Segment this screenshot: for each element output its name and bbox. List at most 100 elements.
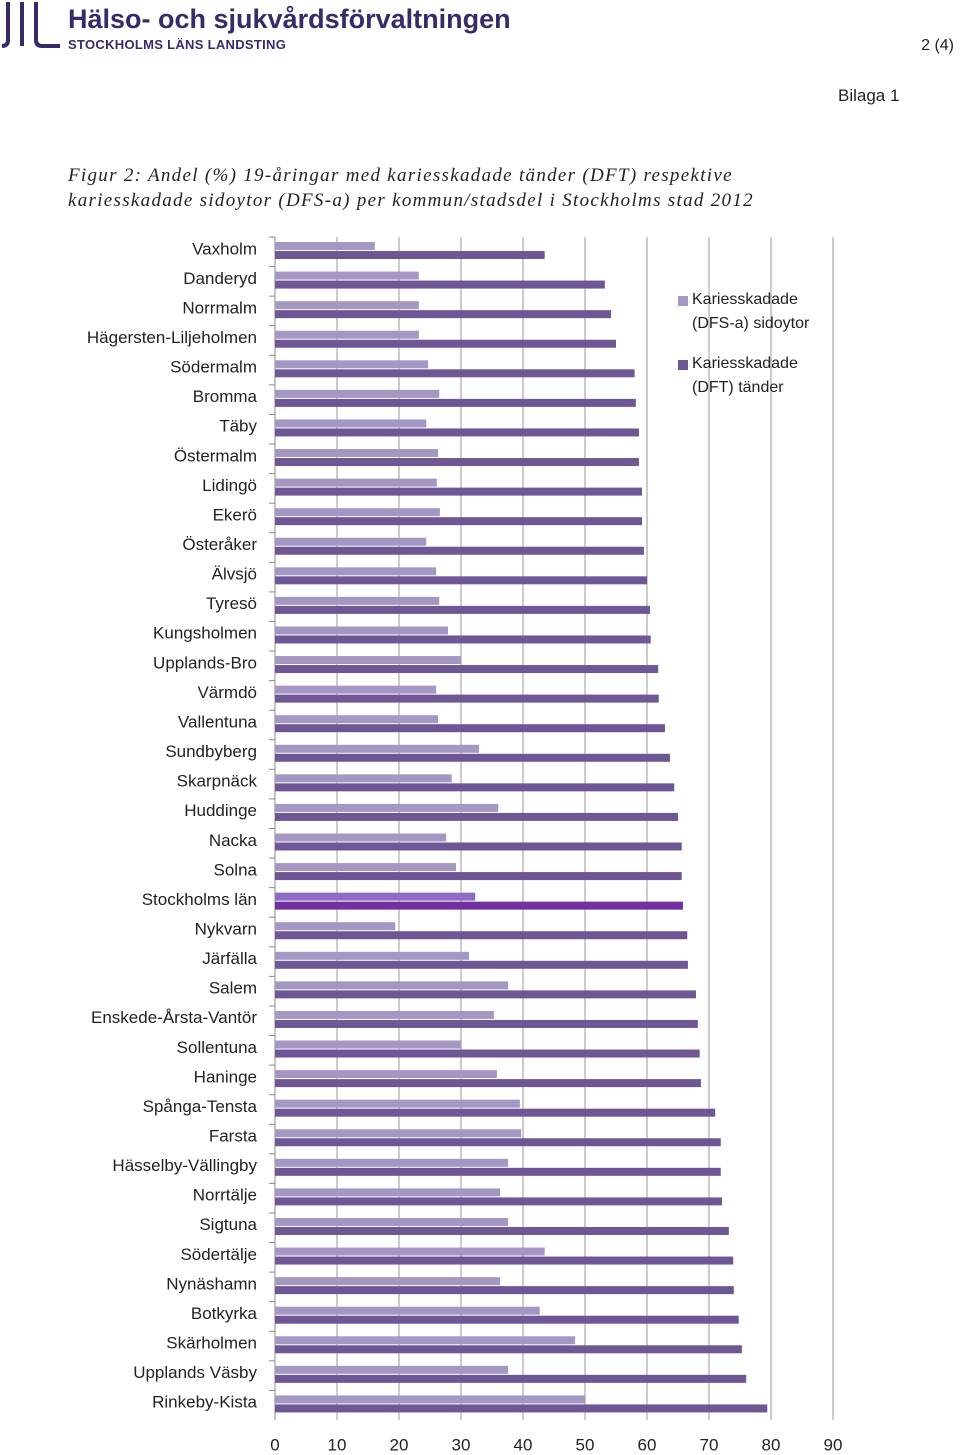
bar (275, 753, 670, 762)
y-tick-label: Rinkeby-Kista (152, 1393, 257, 1412)
bar (275, 1404, 768, 1413)
y-tick-label: Ekerö (213, 505, 257, 524)
bar (275, 1019, 698, 1028)
x-tick-label: 60 (638, 1435, 657, 1454)
bar (275, 774, 452, 783)
y-tick-label: Haninge (194, 1067, 257, 1086)
bar (275, 901, 683, 910)
bar (275, 419, 427, 428)
page-number: 2 (4) (921, 37, 954, 54)
bar (275, 892, 476, 901)
y-tick-label: Östermalm (174, 446, 257, 465)
y-tick-label: Nykvarn (195, 919, 257, 938)
bar (275, 990, 696, 999)
organization: Hälso- och sjukvårdsförvaltningen (68, 4, 511, 34)
y-tick-label: Huddinge (184, 801, 257, 820)
bar (275, 694, 659, 703)
bar (275, 576, 647, 585)
y-tick-label: Sigtuna (199, 1215, 257, 1234)
x-tick-label: 40 (514, 1435, 533, 1454)
bar (275, 517, 643, 526)
bar (275, 1158, 509, 1167)
y-tick-label: Stockholms län (142, 890, 257, 909)
bar (275, 537, 427, 546)
bar (275, 1345, 742, 1354)
bar (275, 744, 479, 753)
bar (275, 715, 439, 724)
y-tick-label: Solna (214, 860, 258, 879)
bar (275, 280, 605, 289)
y-tick-label: Upplands Väsby (133, 1363, 257, 1382)
bar (275, 369, 635, 378)
bar (275, 626, 448, 635)
legend: Kariesskadade (DFS-a) sidoytor Kariesskad… (678, 288, 828, 416)
bar (275, 656, 461, 665)
x-tick-label: 0 (270, 1435, 279, 1454)
bar (275, 360, 429, 369)
bar (275, 242, 375, 250)
bar (275, 330, 419, 339)
bar (275, 1197, 723, 1206)
legend-label: Kariesskadade (DFT) tänder (692, 355, 798, 396)
bar (275, 1286, 734, 1295)
bar (275, 1010, 494, 1019)
bar (275, 981, 509, 990)
x-tick-label: 50 (576, 1435, 595, 1454)
y-tick-label: Farsta (209, 1127, 258, 1146)
bar (275, 1049, 700, 1058)
caption: Figur 2: Andel (%) 19-åringar med karies… (68, 165, 733, 186)
x-tick-label: 10 (328, 1435, 347, 1454)
y-tick-label: Sundbyberg (165, 742, 257, 761)
x-tick-label: 80 (762, 1435, 781, 1454)
bar (275, 1315, 739, 1324)
bar (275, 458, 639, 467)
bar (275, 1070, 497, 1079)
caption: kariesskadade sidoytor (DFS-a) per kommu… (68, 190, 754, 211)
bar (275, 1167, 721, 1176)
bar (275, 1226, 729, 1235)
bar (275, 1138, 721, 1147)
bar (275, 1247, 545, 1256)
bar (275, 478, 437, 487)
bar (275, 665, 659, 674)
x-tick-label: 20 (390, 1435, 409, 1454)
bar (275, 1040, 461, 1049)
bar (275, 1395, 585, 1404)
bar (275, 833, 447, 842)
y-tick-label: Vaxholm (192, 239, 257, 258)
bar (275, 635, 651, 644)
x-tick-label: 90 (824, 1435, 843, 1454)
bar (275, 951, 470, 960)
bar (275, 1079, 701, 1088)
y-tick-label: Järfälla (202, 949, 257, 968)
bar (275, 567, 437, 576)
bar (275, 783, 675, 792)
bar (275, 872, 682, 881)
bar (275, 487, 643, 496)
y-tick-label: Hässelby-Vällingby (112, 1156, 257, 1175)
y-tick-label: Skarpnäck (177, 772, 258, 791)
x-tick-label: 30 (452, 1435, 471, 1454)
y-tick-label: Norrmalm (182, 298, 257, 317)
y-tick-label: Lidingö (202, 476, 257, 495)
y-tick-label: Tyresö (206, 594, 257, 613)
logo (1, 2, 60, 48)
bar (275, 960, 688, 969)
bar (275, 596, 440, 605)
legend-entry: Kariesskadade (DFS-a) sidoytor (678, 288, 828, 336)
legend-swatch (678, 296, 688, 306)
bar (275, 428, 639, 437)
y-tick-label: Kungsholmen (153, 624, 257, 643)
y-tick-label: Hägersten-Liljeholmen (87, 328, 257, 347)
bar (275, 1108, 716, 1117)
y-tick-label: Enskede-Årsta-Vantör (91, 1008, 257, 1027)
bar (275, 842, 682, 851)
attachment: Bilaga 1 (838, 86, 900, 105)
bar (275, 863, 457, 872)
y-tick-label: Skärholmen (166, 1334, 257, 1353)
bar (275, 922, 396, 931)
bar (275, 605, 651, 614)
bar (275, 724, 665, 733)
